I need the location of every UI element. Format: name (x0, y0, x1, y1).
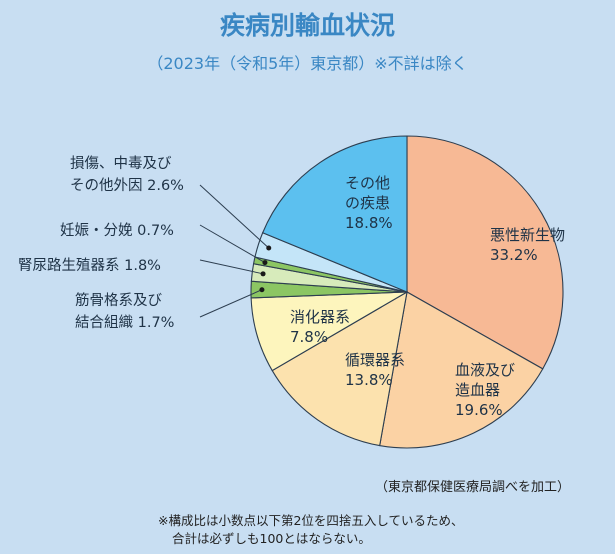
slice-label: 腎尿路生殖器系 1.8% (18, 257, 161, 274)
pie-slice (406, 135, 564, 370)
source-note: （東京都保健医療局調べを加工） (375, 480, 571, 495)
leader-dot (262, 260, 268, 266)
chart-subtitle: （2023年（令和5年）東京都）※不詳は除く (147, 54, 468, 73)
chart-title: 疾病別輸血状況 (219, 11, 395, 40)
footnote: ※構成比は小数点以下第2位を四捨五入しているため、 合計は必ずしも100とはなら… (158, 512, 464, 548)
leader-line (199, 184, 270, 249)
leader-dot (259, 287, 265, 293)
leader-line (199, 224, 266, 264)
footnote-line: ※構成比は小数点以下第2位を四捨五入しているため、 (158, 513, 464, 528)
slice-label: 損傷、中毒及びその他外因 2.6% (70, 155, 184, 194)
leader-dot (266, 245, 272, 251)
slice-label: 筋骨格系及び結合組織 1.7% (75, 292, 174, 331)
slice-label: その他の疾患 18.8% (345, 174, 393, 232)
slice-label: 循環器系 13.8% (345, 351, 405, 389)
slice-label: 血液及び造血器 19.6% (455, 361, 515, 419)
pie-slice (261, 135, 408, 293)
slice-label: 妊娠・分娩 0.7% (60, 222, 174, 239)
slice-label: 悪性新生物 33.2% (490, 226, 565, 264)
pie-slice (271, 290, 408, 447)
slice-label: 消化器系 7.8% (290, 308, 350, 346)
pie-slice (379, 291, 544, 449)
leader-line (199, 259, 264, 275)
leader-dot (260, 271, 266, 277)
leader-line (199, 289, 263, 318)
footnote-line: 合計は必ずしも100とはならない。 (172, 531, 371, 546)
